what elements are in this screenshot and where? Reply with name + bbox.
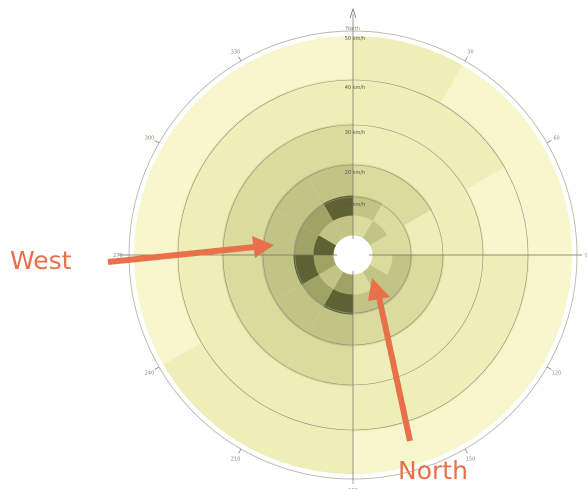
heatmap-cell [270, 284, 324, 338]
angular-tick [154, 366, 160, 370]
angular-tick [546, 366, 552, 370]
heatmap-cell [404, 255, 448, 303]
heatmap-cell [218, 187, 274, 255]
heatmap-cell [441, 65, 543, 167]
heatmap-cell [236, 300, 308, 372]
annotation-north-label: North [398, 456, 468, 485]
angular-tick [154, 140, 160, 144]
angular-tick-label: 150 [466, 457, 476, 463]
angular-tick-label: 270 [113, 253, 123, 259]
heatmap-cell [305, 306, 353, 350]
angular-tick [464, 56, 468, 62]
angular-tick [546, 140, 552, 144]
heatmap-cell [285, 334, 353, 390]
heatmap-cell [382, 172, 436, 226]
center-hole [337, 239, 369, 271]
heatmap-cell [218, 255, 274, 323]
heatmap-cell [243, 407, 353, 474]
chart-grid [118, 7, 582, 480]
angular-tick-label: 60 [553, 136, 559, 142]
heatmap-cell [418, 99, 509, 190]
angular-tick-label: 90 [585, 253, 587, 259]
heatmap-cell [353, 36, 463, 103]
angular-tick-label: 120 [552, 371, 562, 377]
heatmap-cell [353, 120, 421, 176]
angular-tick [238, 56, 242, 62]
tick-labels: 306090120150180210240270300330North10 km… [113, 26, 587, 489]
angular-tick [464, 448, 468, 454]
angular-tick-label: 300 [145, 136, 155, 142]
heatmap-cell [197, 320, 288, 411]
annotation-west-arrowhead-icon [252, 236, 274, 258]
radial-tick-label: 30 km/h [345, 130, 366, 136]
angular-tick [238, 448, 242, 454]
heatmap-cell [134, 255, 201, 365]
angular-tick-label: 30 [467, 49, 473, 55]
heatmap-cells [134, 36, 572, 474]
heatmap-cell [285, 120, 353, 176]
heatmap-cell [441, 343, 543, 445]
heatmap-cell [298, 200, 334, 236]
angular-tick-label: 330 [231, 49, 241, 55]
heatmap-cell [398, 138, 470, 210]
angular-tick-label: 240 [145, 371, 155, 377]
annotation-north-arrowhead-icon [368, 278, 390, 301]
annotation-arrows [107, 236, 413, 442]
heatmap-cell [270, 172, 324, 226]
heatmap-cell [236, 138, 308, 210]
radial-tick-label: 50 km/h [345, 36, 366, 42]
angular-tick-label: 210 [231, 457, 241, 463]
heatmap-cell [432, 255, 488, 323]
heatmap-cell [298, 274, 334, 310]
annotation-west-label: West [10, 246, 72, 275]
radial-tick-label: 20 km/h [345, 170, 366, 176]
heatmap-cell [134, 145, 201, 255]
north-arrowhead-icon [349, 7, 357, 19]
heatmap-cell [353, 334, 421, 390]
heatmap-cell [305, 160, 353, 204]
heatmap-cell [197, 99, 288, 190]
heatmap-cell [505, 255, 572, 365]
heatmap-cell [163, 343, 265, 445]
heatmap-cell [505, 145, 572, 255]
compass-direction-label: North [346, 26, 360, 32]
annotation-west-arrow-shaft [107, 244, 256, 265]
heatmap-cell [404, 207, 448, 255]
heatmap-cell [163, 65, 265, 167]
heatmap-cell [372, 200, 408, 236]
heatmap-cell [353, 160, 401, 204]
annotation-north-arrow-shaft [376, 296, 413, 442]
heatmap-cell [398, 300, 470, 372]
heatmap-cell [382, 284, 436, 338]
radial-tick-label: 40 km/h [345, 85, 366, 91]
heatmap-cell [432, 187, 488, 255]
heatmap-cell [418, 320, 509, 411]
heatmap-cell [243, 36, 353, 103]
heatmap-cell [258, 255, 302, 303]
radial-tick-label: 10 km/h [345, 202, 366, 208]
